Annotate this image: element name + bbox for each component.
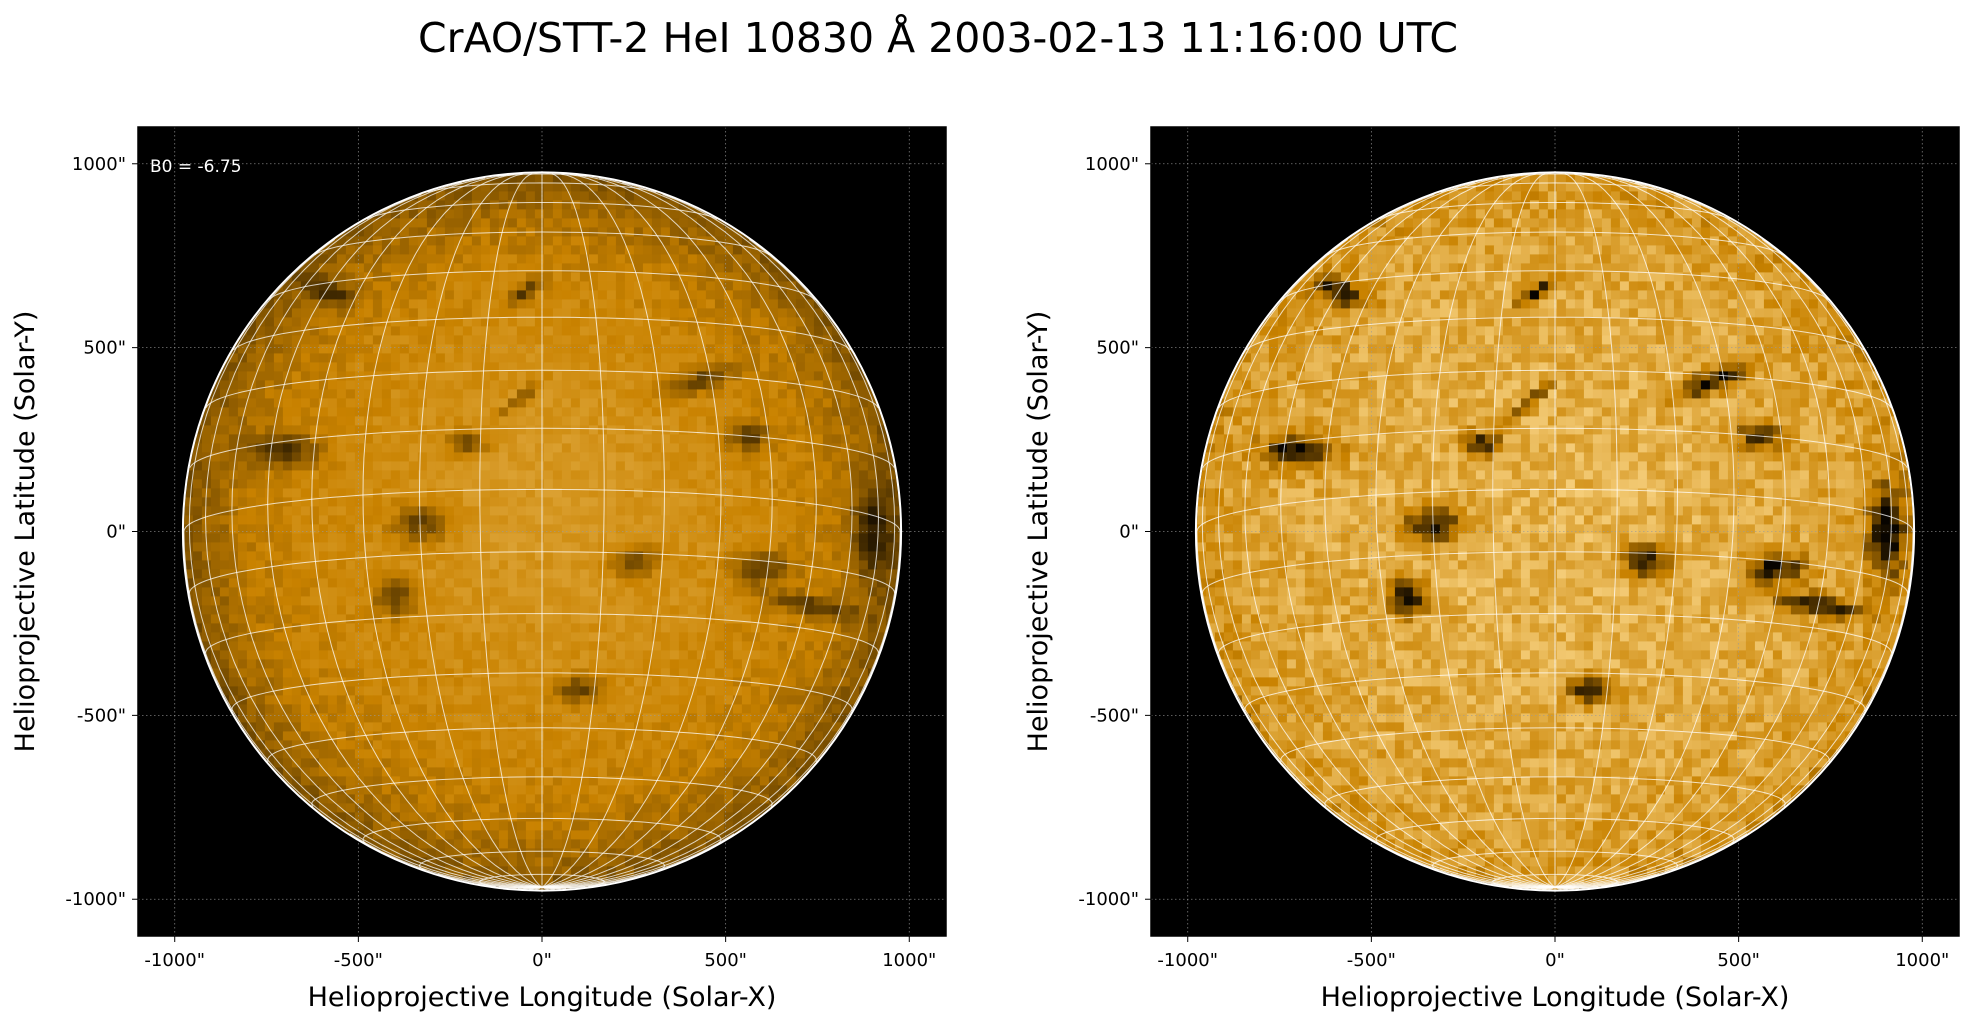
y-tick-label: 0" bbox=[1119, 522, 1139, 543]
x-tick-label: -1000" bbox=[144, 950, 205, 971]
x-tick-label: 500" bbox=[704, 950, 747, 971]
heliographic-grid bbox=[183, 173, 901, 890]
y-tick-label: -1000" bbox=[1078, 889, 1139, 910]
y-tick-label: -500" bbox=[77, 705, 126, 726]
y-tick-label: 1000" bbox=[1085, 154, 1139, 175]
y-tick-label: 0" bbox=[106, 522, 126, 543]
y-tick-label: -500" bbox=[1090, 705, 1139, 726]
y-tick-label: 500" bbox=[83, 338, 126, 359]
x-axis-label: Helioprojective Longitude (Solar-X) bbox=[308, 982, 777, 1013]
panel-2: -1000" -500" 0" 500" 1000" -1000" -500" 0" 500" 1… bbox=[1023, 126, 1960, 1013]
y-tick-label: 1000" bbox=[72, 154, 126, 175]
x-tick-label: -1000" bbox=[1157, 950, 1218, 971]
y-tick-label: -1000" bbox=[65, 889, 126, 910]
x-axis-label: Helioprojective Longitude (Solar-X) bbox=[1321, 982, 1790, 1013]
b0-annotation: B0 = -6.75 bbox=[150, 157, 242, 177]
y-axis-label: Helioprojective Latitude (Solar-Y) bbox=[1023, 311, 1054, 753]
figure-title: CrAO/STT-2 HeI 10830 Å 2003-02-13 11:16:… bbox=[418, 14, 1458, 62]
solar-limb bbox=[181, 171, 903, 892]
x-tick-label: 1000" bbox=[1895, 950, 1949, 971]
panel-1: -1000" -500" 0" 500" 1000" -1000" -500" 0" 500" 1… bbox=[10, 126, 947, 1013]
x-tick-label: 0" bbox=[1545, 950, 1565, 971]
x-tick-label: -500" bbox=[334, 950, 383, 971]
solar-disk-image bbox=[1196, 173, 1914, 890]
x-tick-label: 1000" bbox=[882, 950, 936, 971]
y-axis-label: Helioprojective Latitude (Solar-Y) bbox=[10, 311, 41, 753]
heliographic-grid bbox=[1196, 173, 1914, 890]
y-tick-label: 500" bbox=[1096, 338, 1139, 359]
x-tick-label: 500" bbox=[1717, 950, 1760, 971]
x-tick-label: -500" bbox=[1347, 950, 1396, 971]
panels: -1000" -500" 0" 500" 1000" -1000" -500" 0" 500" 1… bbox=[10, 126, 1960, 1013]
solar-limb bbox=[1194, 171, 1916, 892]
x-tick-label: 0" bbox=[532, 950, 552, 971]
